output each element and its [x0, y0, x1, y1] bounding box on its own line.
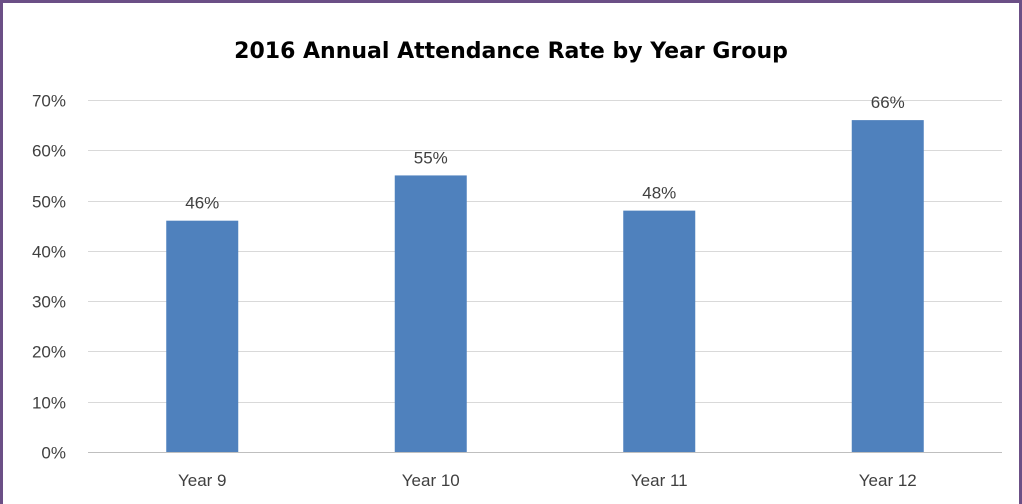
x-tick-label: Year 9 [178, 471, 227, 490]
x-tick-label: Year 11 [631, 471, 688, 490]
bars [166, 120, 924, 452]
y-tick-label: 0% [41, 444, 66, 463]
x-axis-tick-labels: Year 9 Year 10 Year 11 Year 12 [178, 471, 917, 490]
y-tick-label: 50% [32, 193, 66, 212]
x-tick-label: Year 12 [859, 471, 917, 490]
bar [851, 120, 924, 452]
data-label: 48% [642, 184, 676, 203]
data-labels: 46% 55% 48% 66% [185, 93, 905, 213]
bar [394, 175, 467, 452]
y-tick-label: 30% [32, 293, 66, 312]
y-axis-tick-labels: 0% 10% 20% 30% 40% 50% 60% 70% [32, 92, 66, 463]
y-tick-label: 10% [32, 394, 66, 413]
x-tick-label: Year 10 [402, 471, 460, 490]
data-label: 46% [185, 194, 219, 213]
y-tick-label: 60% [32, 142, 66, 161]
y-tick-label: 40% [32, 243, 66, 262]
data-label: 55% [414, 148, 448, 167]
y-tick-label: 70% [32, 92, 66, 111]
chart-title: 2016 Annual Attendance Rate by Year Grou… [234, 39, 788, 64]
bar [166, 220, 239, 452]
gridlines [88, 100, 1002, 453]
bar [623, 210, 696, 452]
data-label: 66% [871, 93, 905, 112]
y-tick-label: 20% [32, 343, 66, 362]
